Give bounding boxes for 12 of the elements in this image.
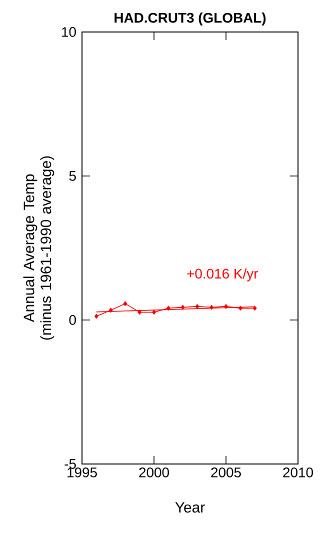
- y-tick-label: -5: [64, 459, 76, 469]
- y-tick-label: 0: [69, 315, 76, 325]
- y-tick-label: 10: [62, 27, 76, 37]
- x-tick-label: 1995: [68, 467, 97, 478]
- x-axis-title: Year: [175, 502, 205, 513]
- chart-title: HAD.CRUT3 (GLOBAL): [114, 12, 266, 26]
- y-axis-title: Annual Average Temp (minus 1961-1990 average): [23, 156, 54, 340]
- x-tick-label: 2000: [139, 467, 169, 478]
- x-tick-label: 2010: [283, 467, 313, 478]
- annotation: +0.016 K/yr: [187, 268, 258, 282]
- x-tick-label: 2005: [211, 467, 241, 478]
- y-tick-label: 5: [69, 171, 76, 181]
